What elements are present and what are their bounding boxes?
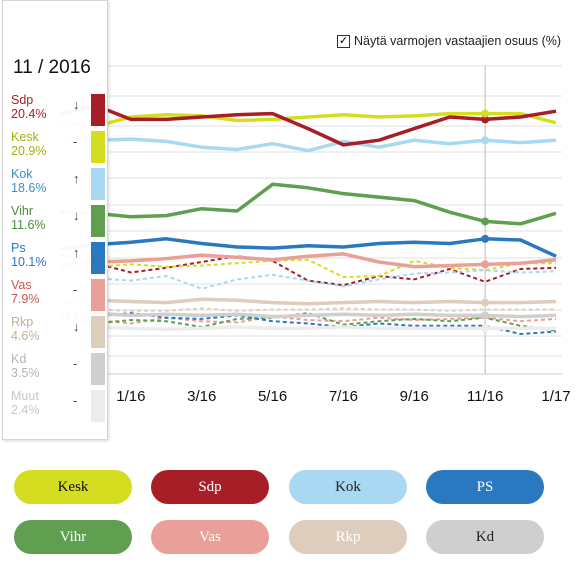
color-swatch	[91, 94, 105, 126]
trend-arrow-icon: -	[73, 282, 78, 297]
x-tick-label: 3/16	[187, 388, 216, 405]
dashed-series-sdp	[59, 252, 557, 287]
tooltip-party-value: 4.6%	[11, 329, 40, 343]
tooltip-party-value: 10.1%	[11, 255, 47, 269]
series-line-vas	[59, 252, 557, 269]
marker-sdp	[481, 115, 490, 124]
marker-vihr	[481, 217, 490, 226]
tooltip-party-name: Rkp	[11, 315, 34, 329]
trend-arrow-icon: ↓	[73, 208, 80, 223]
series-line-kesk	[59, 111, 557, 129]
trend-arrow-icon: -	[73, 134, 78, 149]
tooltip-party-value: 3.5%	[11, 366, 40, 380]
marker-ps	[481, 234, 490, 243]
dashed-series-ps	[59, 312, 557, 336]
series-line-vihr	[59, 182, 557, 226]
tooltip-party-name: Sdp	[11, 93, 34, 107]
legend-button-kok[interactable]: Kok	[289, 470, 407, 504]
tooltip-party-name: Kd	[11, 352, 27, 366]
tooltip-party-value: 2.4%	[11, 403, 40, 417]
legend-button-sdp[interactable]: Sdp	[151, 470, 269, 504]
tooltip-entry-kesk: Kesk 20.9% -	[11, 130, 107, 170]
tooltip-entry-sdp: Sdp 20.4% ↓	[11, 93, 107, 133]
dashed-series-vas	[59, 315, 557, 325]
series-lines	[59, 103, 557, 332]
trend-arrow-icon: ↓	[73, 319, 80, 334]
color-swatch	[91, 279, 105, 311]
tooltip-party-name: Ps	[11, 241, 26, 255]
trend-arrow-icon: ↑	[73, 245, 80, 260]
x-tick-label: 11/16	[467, 388, 503, 405]
trend-arrow-icon: ↓	[73, 97, 80, 112]
legend-button-kesk[interactable]: Kesk	[14, 470, 132, 504]
tooltip-entry-rkp: Rkp 4.6% ↓	[11, 315, 107, 355]
series-line-sdp	[59, 103, 557, 147]
legend-button-ps[interactable]: PS	[426, 470, 544, 504]
tooltip-party-name: Vas	[11, 278, 32, 292]
series-line-ps	[59, 237, 557, 258]
tooltip-party-value: 20.4%	[11, 107, 47, 121]
x-tick-label: 1/16	[116, 388, 145, 405]
marker-kok	[481, 136, 490, 145]
x-tick-label: 5/16	[258, 388, 287, 405]
color-swatch	[91, 205, 105, 237]
marker-kesk	[481, 109, 490, 118]
checkbox-label: Näytä varmojen vastaajien osuus (%)	[354, 34, 562, 48]
tooltip-party-value: 11.6%	[11, 218, 46, 232]
certain-respondents-lines	[59, 252, 557, 336]
tooltip-entry-muut: Muut 2.4% -	[11, 389, 107, 429]
tooltip-party-name: Vihr	[11, 204, 34, 218]
series-line-muut	[59, 325, 556, 332]
tooltip-entry-vas: Vas 7.9% -	[11, 278, 107, 318]
trend-arrow-icon: -	[73, 393, 78, 408]
color-swatch	[91, 353, 105, 385]
dashed-series-rkp	[60, 307, 556, 312]
color-swatch	[91, 390, 105, 422]
checkbox-checked[interactable]: ✓	[337, 34, 350, 48]
tooltip-party-name: Kok	[11, 167, 33, 181]
tooltip-panel: 11 / 2016 Sdp 20.4% ↓ Kesk 20.9% - Kok 18.6% ↑ Vi…	[2, 0, 108, 440]
x-tick-label: 9/16	[400, 388, 429, 405]
tooltip-entry-ps: Ps 10.1% ↑	[11, 241, 107, 281]
series-line-kd	[59, 311, 557, 319]
certain-respondents-toggle[interactable]: ✓ Näytä varmojen vastaajien osuus (%)	[337, 34, 561, 48]
tooltip-entry-kok: Kok 18.6% ↑	[11, 167, 107, 207]
series-line-rkp	[59, 297, 557, 306]
tooltip-party-name: Kesk	[11, 130, 39, 144]
tooltip-date: 11 / 2016	[13, 57, 91, 78]
marker-kd	[481, 311, 490, 320]
tooltip-party-value: 7.9%	[11, 292, 40, 306]
trend-arrow-icon: ↑	[73, 171, 80, 186]
color-swatch	[91, 242, 105, 274]
marker-vas	[481, 260, 490, 269]
tooltip-party-name: Muut	[11, 389, 39, 403]
x-axis: 1/16 3/16 5/16 7/16 9/16 11/16 1/17	[106, 373, 571, 405]
tooltip-party-value: 18.6%	[11, 181, 47, 195]
tooltip-entry-vihr: Vihr 11.6% ↓	[11, 204, 107, 244]
marker-muut	[481, 324, 490, 333]
x-tick-label: 7/16	[329, 388, 358, 405]
series-line-kok	[59, 136, 557, 153]
dashed-series-kesk	[59, 258, 556, 279]
trend-arrow-icon: -	[73, 356, 78, 371]
legend-button-vihr[interactable]: Vihr	[14, 520, 132, 554]
tooltip-entry-kd: Kd 3.5% -	[11, 352, 107, 392]
dashed-series-kok	[59, 269, 557, 290]
color-swatch	[91, 131, 105, 163]
legend-button-kd[interactable]: Kd	[426, 520, 544, 554]
x-tick-label: 1/17	[541, 388, 570, 405]
color-swatch	[91, 168, 105, 200]
legend-button-vas[interactable]: Vas	[151, 520, 269, 554]
color-swatch	[91, 316, 105, 348]
legend-button-rkp[interactable]: Rkp	[289, 520, 407, 554]
highlight-markers	[481, 109, 490, 333]
marker-rkp	[481, 298, 490, 307]
tooltip-party-value: 20.9%	[11, 144, 47, 158]
